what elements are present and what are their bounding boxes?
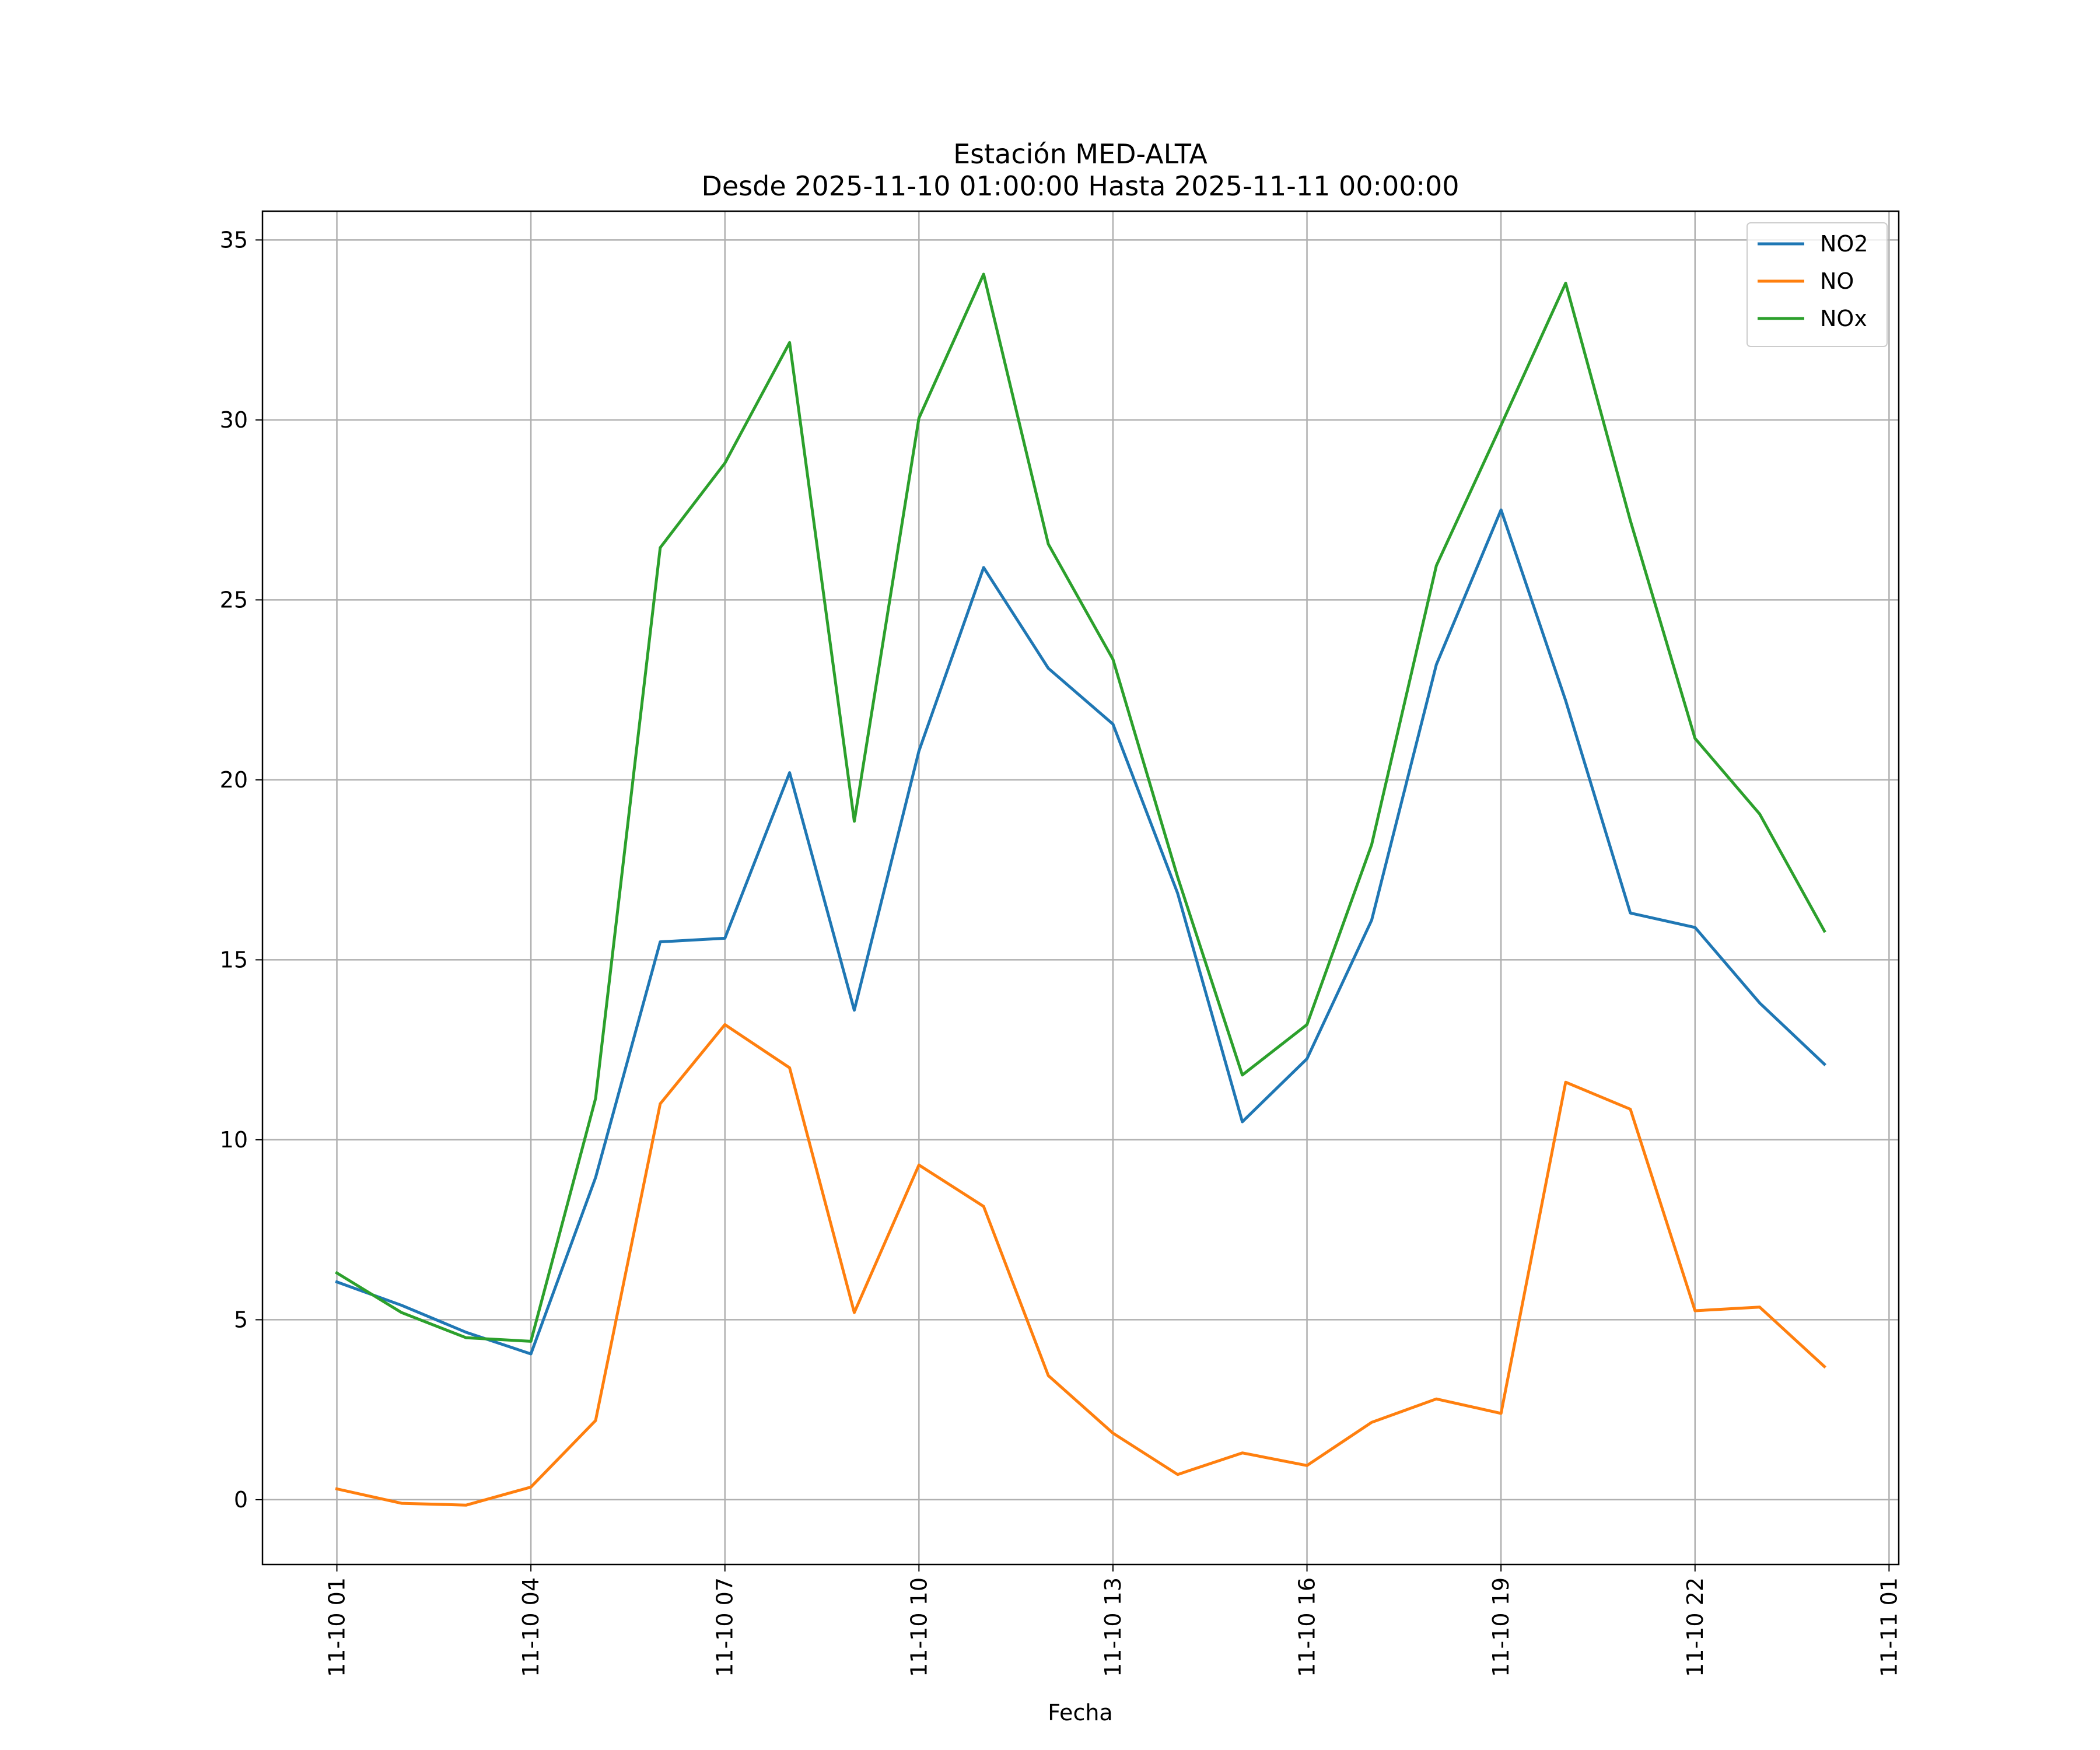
x-axis-label: Fecha — [1048, 1700, 1112, 1726]
y-tick-label: 25 — [220, 587, 248, 612]
series-line-no2 — [335, 508, 1827, 1356]
legend-label-no2: NO2 — [1820, 231, 1868, 257]
y-tick-label: 20 — [220, 767, 248, 793]
x-tick-label: 11-10 22 — [1682, 1577, 1708, 1677]
x-tick-label: 11-10 04 — [518, 1577, 544, 1677]
axis-ticks: 11-10 01 11-10 04 11-10 07 11-10 10 11-10 13… — [220, 227, 1902, 1676]
legend-label-no: NO — [1820, 268, 1854, 294]
legend: NO2 NO NOx — [1746, 222, 1888, 347]
x-tick-label: 11-10 01 — [324, 1577, 350, 1677]
y-tick-label: 5 — [234, 1307, 248, 1332]
x-tick-label: 11-11 01 — [1876, 1577, 1902, 1677]
y-tick-label: 0 — [234, 1487, 248, 1513]
legend-label-nox: NOx — [1820, 306, 1867, 331]
x-tick-label: 11-10 07 — [712, 1577, 738, 1677]
x-tick-label: 11-10 19 — [1488, 1577, 1514, 1677]
series-line-nox — [335, 272, 1826, 1343]
series-line-no — [335, 1023, 1827, 1507]
x-tick-label: 11-10 16 — [1294, 1577, 1320, 1677]
y-tick-label: 30 — [220, 407, 248, 433]
series-lines — [335, 272, 1827, 1507]
plot-frame — [261, 210, 1900, 1566]
legend-box — [1746, 222, 1888, 347]
y-tick-label: 15 — [220, 947, 248, 972]
chart-subtitle: Desde 2025-11-10 01:00:00 Hasta 2025-11-… — [701, 170, 1459, 202]
chart-title: Estación MED-ALTA — [953, 138, 1208, 170]
x-tick-label: 11-10 13 — [1100, 1577, 1126, 1677]
y-tick-label: 35 — [220, 227, 248, 253]
x-tick-label: 11-10 10 — [906, 1577, 932, 1677]
y-tick-label: 10 — [220, 1127, 248, 1153]
